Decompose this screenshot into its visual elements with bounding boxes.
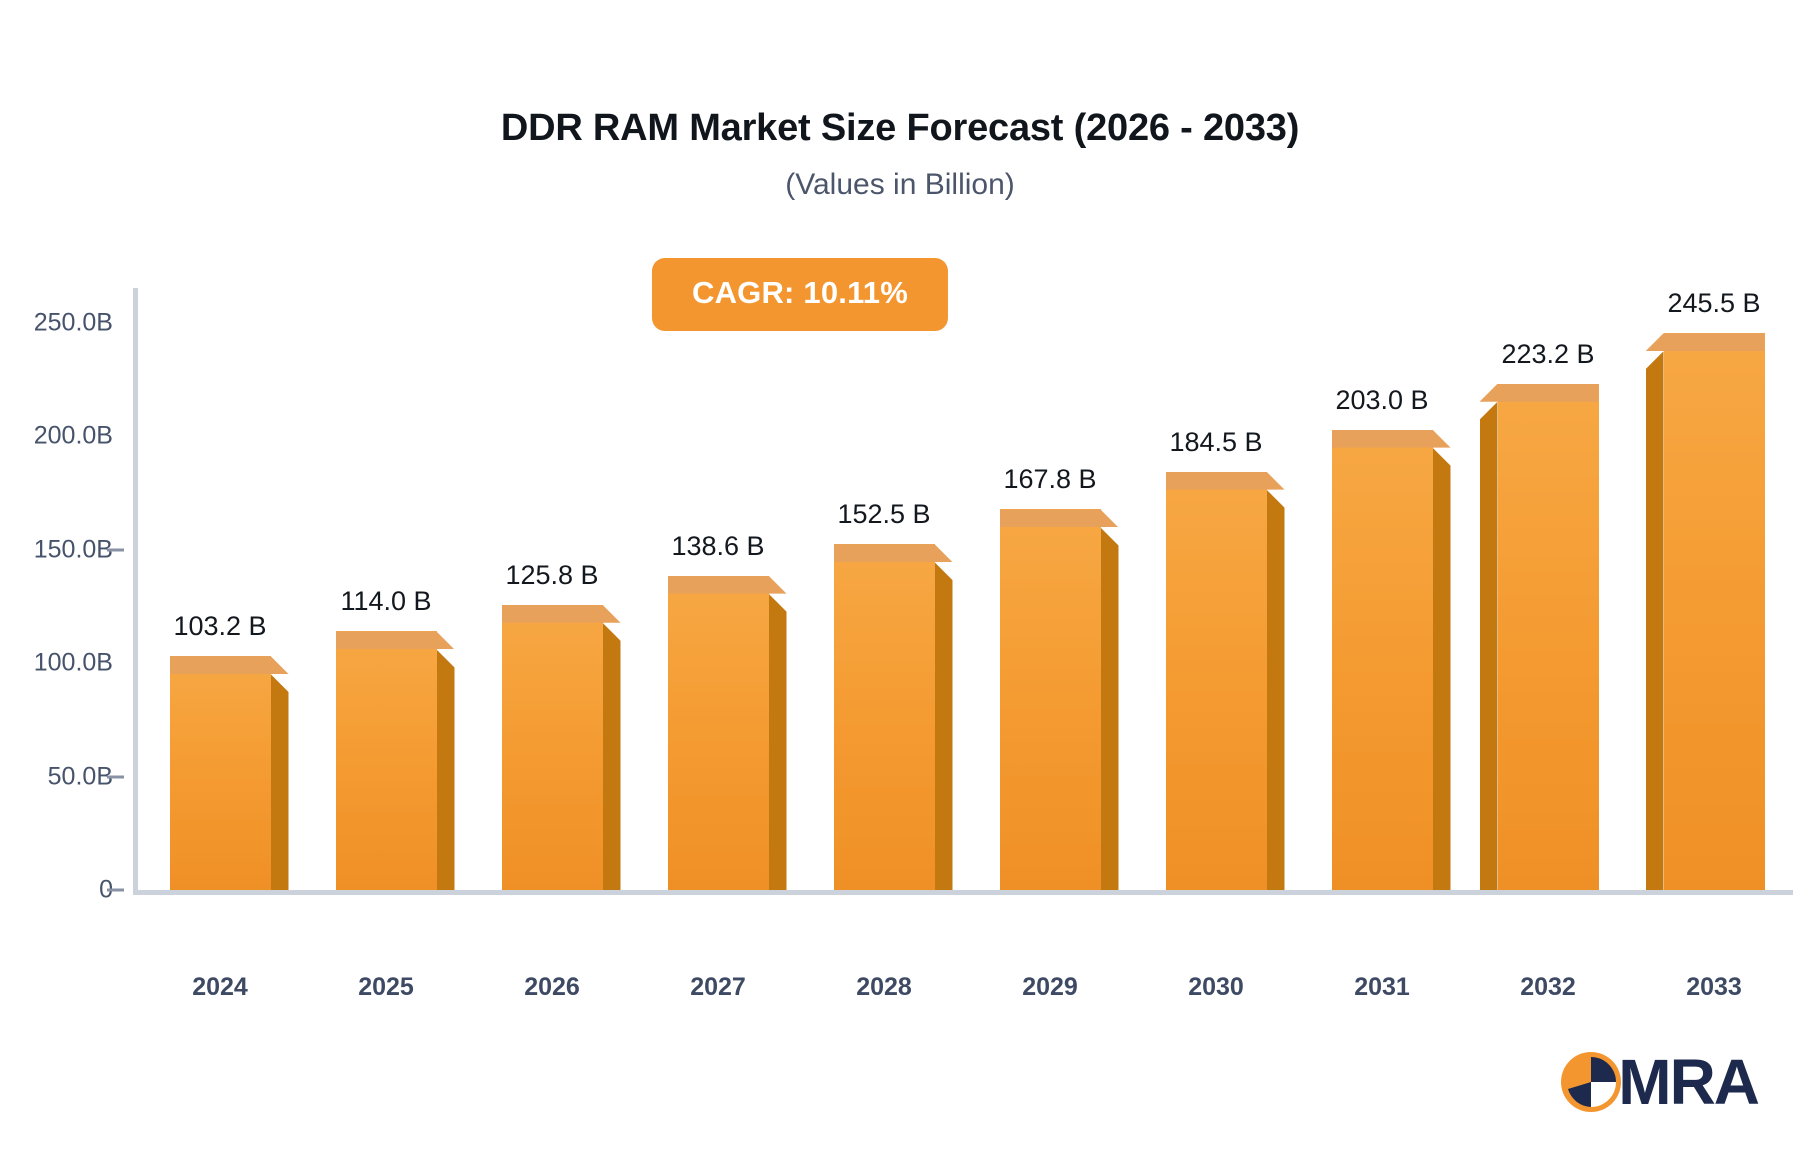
bar-side-face [436, 649, 455, 890]
bar-side-face [270, 673, 289, 890]
bar[interactable]: 203.0 B [1331, 385, 1451, 890]
mra-logo: MRA [1560, 1046, 1760, 1118]
bar-top-face [833, 544, 953, 563]
bar-top-face [335, 631, 455, 650]
bar-top-face [1479, 383, 1599, 402]
x-axis-tick-label: 2026 [524, 973, 580, 1001]
bar[interactable]: 167.8 B [999, 464, 1119, 890]
bar-top-face [1165, 471, 1285, 490]
bar-side-face [1100, 527, 1119, 890]
bar-front-face [501, 604, 603, 890]
bar-front-face [1663, 333, 1765, 890]
bar[interactable]: 184.5 B [1165, 427, 1285, 890]
bar-side-face [1266, 489, 1285, 890]
bar-front-face [1165, 471, 1267, 890]
x-axis-tick-label: 2029 [1022, 973, 1078, 1001]
bar-value-label: 114.0 B [340, 586, 432, 617]
bar-side-face [1432, 447, 1451, 890]
x-axis-tick-label: 2033 [1686, 973, 1742, 1001]
y-axis-tick-mark [107, 548, 124, 552]
bar[interactable]: 152.5 B [833, 499, 953, 890]
bar-front-face [999, 509, 1101, 890]
x-axis-tick-label: 2028 [856, 973, 912, 1001]
x-axis-tick-label: 2032 [1520, 973, 1576, 1001]
chart-header: DDR RAM Market Size Forecast (2026 - 203… [0, 107, 1800, 201]
bar-front-face [1331, 429, 1433, 890]
y-axis-tick-label: 250.0B [33, 308, 113, 337]
bar-side-face [768, 593, 787, 890]
bar-side-face [1479, 401, 1498, 890]
bar-top-face [1331, 429, 1451, 448]
bar-value-label: 103.2 B [173, 610, 267, 641]
cagr-badge: CAGR: 10.11% [651, 258, 949, 331]
bar-top-face [667, 575, 787, 594]
bar-value-label: 184.5 B [1169, 426, 1263, 457]
bar-side-face [602, 622, 621, 890]
y-axis-tick-mark [107, 888, 124, 892]
y-axis-tick-label: 100.0B [33, 648, 113, 677]
bar-front-face [1497, 383, 1599, 890]
bars-layer: 2024 103.2 B 2025 114.0 B 2026 125.8 B 2027 138… [133, 288, 1793, 1001]
bar-front-face [169, 655, 271, 890]
logo-mark-icon [1560, 1051, 1622, 1113]
bar-value-label: 167.8 B [1003, 464, 1097, 495]
bar[interactable]: 114.0 B [335, 586, 455, 890]
x-axis-tick-label: 2027 [690, 973, 746, 1001]
x-axis-tick-label: 2031 [1354, 973, 1410, 1001]
y-axis-tick-mark [107, 775, 124, 779]
bar-value-label: 152.5 B [837, 499, 931, 530]
y-axis-tick-label: 50.0B [47, 762, 113, 791]
bar-front-face [335, 631, 437, 890]
bar[interactable]: 138.6 B [667, 531, 787, 890]
bar-top-face [501, 604, 621, 623]
y-axis-tick-label: 0 [0, 876, 113, 905]
x-axis-tick-label: 2025 [358, 973, 414, 1001]
logo-text: MRA [1618, 1046, 1760, 1118]
bar-front-face [833, 544, 935, 890]
x-axis-tick-label: 2030 [1188, 973, 1244, 1001]
chart-subtitle: (Values in Billion) [785, 167, 1015, 201]
bar-side-face [1645, 351, 1664, 890]
bar-value-label: 223.2 B [1501, 338, 1595, 369]
bar-top-face [169, 655, 289, 674]
bar-value-label: 125.8 B [505, 559, 599, 590]
bar-value-label: 138.6 B [671, 530, 765, 561]
bar-side-face [934, 562, 953, 890]
bar[interactable]: 125.8 B [501, 560, 621, 890]
x-axis-line [133, 890, 1793, 895]
y-axis-tick-label: 150.0B [33, 535, 113, 564]
bar[interactable]: 103.2 B [169, 611, 289, 890]
y-axis-line [133, 288, 138, 895]
bar-top-face [1645, 333, 1765, 352]
bar-value-label: 203.0 B [1335, 384, 1429, 415]
y-axis-tick-label: 200.0B [33, 421, 113, 450]
x-axis-tick-label: 2024 [192, 973, 248, 1001]
bar-front-face [667, 575, 769, 890]
bar-top-face [999, 509, 1119, 528]
chart-title: DDR RAM Market Size Forecast (2026 - 203… [500, 107, 1300, 149]
bar[interactable]: 223.2 B [1479, 339, 1599, 890]
bar-value-label: 245.5 B [1667, 288, 1761, 319]
bar[interactable]: 245.5 B [1645, 288, 1765, 890]
